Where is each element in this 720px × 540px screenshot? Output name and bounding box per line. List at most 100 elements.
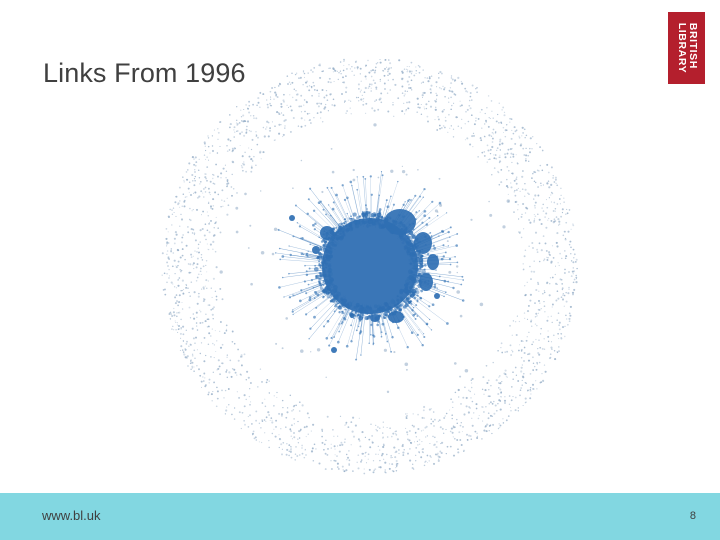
ring-node [337, 445, 339, 447]
core-node [407, 248, 410, 251]
core-node [399, 303, 404, 307]
ring-node [207, 391, 210, 394]
ring-node [182, 351, 185, 353]
ring-node [430, 90, 432, 92]
ring-node [496, 149, 498, 152]
stray-node [417, 168, 419, 171]
core-node [337, 302, 339, 305]
ring-node [383, 67, 387, 70]
leaf-node [312, 223, 315, 227]
stray-node [436, 211, 439, 213]
ring-node [523, 228, 525, 230]
leaf-node [304, 264, 306, 267]
core-node [416, 255, 421, 259]
stray-node [373, 123, 377, 127]
ring-node [566, 318, 568, 320]
ring-node [179, 225, 181, 227]
leaf-node [423, 187, 426, 191]
ring-node [285, 416, 288, 419]
leaf-node [299, 237, 302, 239]
ring-node [207, 325, 210, 328]
leaf-node [449, 263, 452, 266]
ring-node [451, 417, 453, 420]
ring-node [199, 241, 201, 243]
core-node [408, 280, 414, 286]
ring-node [568, 271, 570, 273]
ring-node [203, 141, 206, 144]
ring-node [195, 280, 198, 282]
ring-node [207, 343, 210, 346]
ring-node [517, 410, 519, 412]
leaf-node [369, 175, 372, 178]
ring-node [470, 386, 473, 389]
ring-node [498, 387, 500, 389]
ring-node [550, 166, 553, 169]
ring-node [405, 427, 407, 429]
ring-node [271, 432, 274, 435]
ring-node [508, 395, 511, 397]
ring-node [481, 127, 483, 129]
ring-node [300, 125, 303, 128]
ring-node [241, 411, 244, 414]
edge [300, 237, 329, 250]
ring-node [393, 115, 395, 117]
stray-node [405, 173, 408, 176]
ring-node [223, 332, 226, 335]
ring-node [313, 443, 316, 446]
leaf-node [345, 344, 349, 348]
ring-node [231, 413, 233, 416]
ring-node [188, 271, 191, 274]
ring-node [193, 234, 195, 236]
ring-node [180, 270, 182, 273]
ring-node [176, 322, 178, 324]
core-node [412, 253, 415, 256]
ring-node [211, 149, 215, 153]
leaf-node [319, 258, 321, 260]
ring-node [279, 438, 281, 440]
ring-node [197, 169, 200, 171]
ring-node [289, 450, 292, 453]
ring-node [434, 453, 437, 456]
ring-node [553, 218, 556, 221]
ring-node [321, 70, 323, 73]
ring-node [412, 425, 415, 428]
ring-node [351, 430, 354, 433]
ring-node [539, 182, 542, 185]
ring-node [211, 207, 214, 210]
ring-node [325, 103, 327, 106]
ring-node [291, 96, 294, 99]
ring-node [449, 430, 452, 433]
leaf-node [298, 299, 302, 303]
ring-node [413, 441, 416, 443]
stray-node [352, 178, 356, 182]
ring-node [503, 372, 506, 375]
ring-node [450, 398, 452, 401]
leaf-node [278, 247, 281, 250]
core-node [355, 314, 359, 318]
leaf-node [343, 198, 347, 202]
ring-node [195, 336, 197, 339]
ring-node [384, 471, 386, 473]
ring-node [505, 185, 509, 188]
ring-node [245, 378, 248, 381]
ring-node [283, 119, 286, 123]
ring-node [406, 414, 408, 417]
ring-node [265, 416, 268, 419]
ring-node [490, 135, 493, 137]
ring-node [469, 107, 472, 110]
leaf-node [362, 175, 365, 178]
ring-node [571, 270, 574, 273]
core-node [376, 308, 380, 312]
ring-node [471, 377, 474, 380]
ring-node [430, 418, 433, 420]
leaf-node [318, 277, 322, 281]
ring-node [484, 426, 486, 428]
ring-node [304, 110, 306, 113]
ring-node [289, 428, 292, 430]
ring-node [188, 191, 190, 193]
ring-node [531, 148, 533, 150]
ring-node [286, 411, 289, 414]
stray-node [260, 250, 265, 255]
leaf-node [288, 245, 290, 247]
ring-node [207, 202, 210, 204]
